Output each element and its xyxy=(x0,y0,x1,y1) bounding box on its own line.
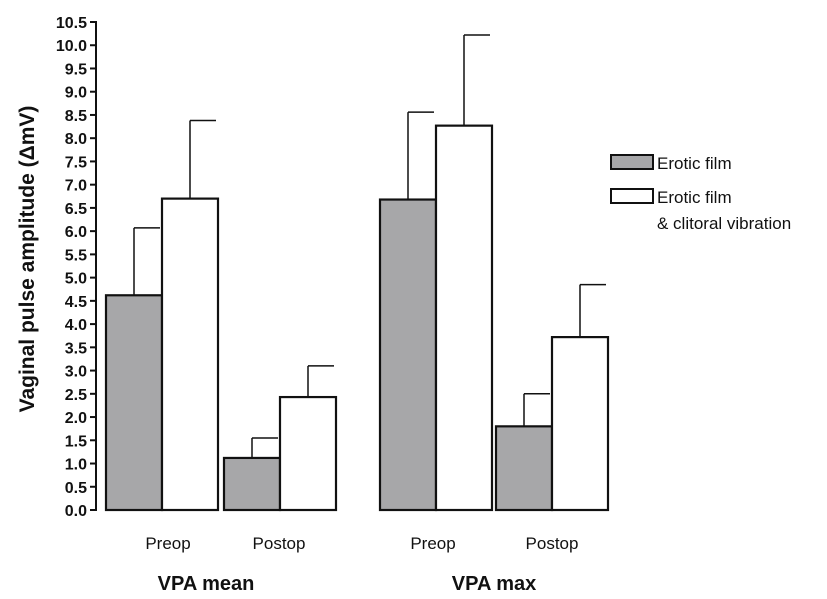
x-axis-labels: Preop Postop VPA mean Preop Postop VPA max xyxy=(145,534,578,595)
y-axis: 0.0 0.5 1.0 1.5 2.0 2.5 3.0 3.5 4.0 4.5 5.0 5.5 6.0 6… xyxy=(56,15,97,520)
y-tick-label: 2.5 xyxy=(65,387,87,404)
y-tick-label: 5.5 xyxy=(65,247,87,264)
group-label: VPA mean xyxy=(158,573,255,595)
y-tick-label: 6.0 xyxy=(65,224,87,241)
y-tick-label: 7.0 xyxy=(65,178,87,195)
y-tick-label: 2.0 xyxy=(65,410,87,427)
legend: Erotic film Erotic film & clitoral vibrati… xyxy=(610,154,791,233)
y-tick-label: 6.5 xyxy=(65,201,87,218)
y-tick-label: 4.0 xyxy=(65,317,87,334)
bar-series-1-cat-3 xyxy=(378,198,438,512)
y-tick-label: 10.0 xyxy=(56,38,87,55)
y-tick-label: 1.5 xyxy=(65,433,87,450)
y-tick-label: 8.5 xyxy=(65,108,87,125)
y-tick-label: 9.0 xyxy=(65,85,87,102)
bar-series-1-cat-4 xyxy=(494,425,554,512)
legend-swatch-series-2 xyxy=(610,188,654,204)
y-tick-label: 3.0 xyxy=(65,364,87,381)
y-tick-label: 0.0 xyxy=(65,503,87,520)
y-axis-label: Vaginal pulse amplitude (ΔmV) xyxy=(16,106,39,413)
bar-series-2-cat-2 xyxy=(278,395,338,512)
y-tick-label: 3.5 xyxy=(65,340,87,357)
bar-series-1-cat-1 xyxy=(104,294,164,512)
y-tick-label: 4.5 xyxy=(65,294,87,311)
y-tick-label: 0.5 xyxy=(65,480,87,497)
legend-swatch-series-1 xyxy=(610,154,654,170)
y-tick-label: 7.5 xyxy=(65,154,87,171)
error-bars xyxy=(133,34,606,458)
bars xyxy=(104,124,610,512)
bar-series-2-cat-1 xyxy=(160,197,220,512)
category-label: Preop xyxy=(410,534,455,553)
legend-label-series-1: Erotic film xyxy=(657,154,732,173)
y-tick-label: 10.5 xyxy=(56,15,87,32)
category-label: Postop xyxy=(253,534,306,553)
category-label: Postop xyxy=(526,534,579,553)
y-tick-label: 9.5 xyxy=(65,61,87,78)
y-tick-label: 8.0 xyxy=(65,131,87,148)
y-tick-label: 1.0 xyxy=(65,457,87,474)
legend-label-series-2-line-1: Erotic film xyxy=(657,188,732,207)
bar-series-2-cat-3 xyxy=(434,124,494,512)
bar-series-2-cat-4 xyxy=(550,336,610,512)
group-label: VPA max xyxy=(452,573,536,595)
legend-label-series-2-line-2: & clitoral vibration xyxy=(657,214,791,233)
bar-series-1-cat-2 xyxy=(222,456,282,512)
category-label: Preop xyxy=(145,534,190,553)
y-tick-label: 5.0 xyxy=(65,271,87,288)
